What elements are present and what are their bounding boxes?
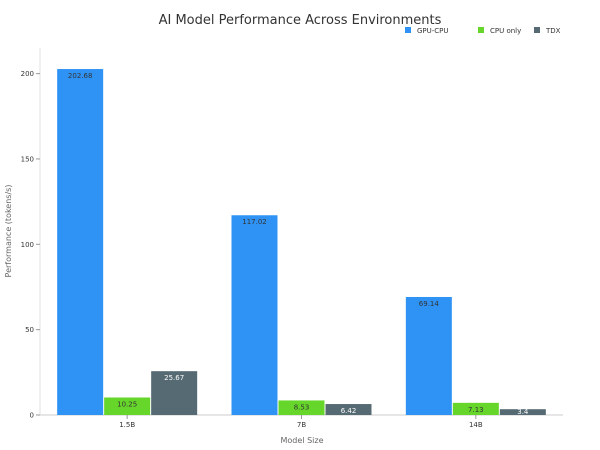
bars: 202.68 10.25 25.67 117.02 8.53 6.42 69.14 7.13 3…: [57, 69, 546, 416]
bar: [104, 397, 151, 415]
y-axis-label: Performance (tokens/s): [4, 185, 13, 278]
y-tick-label: 50: [25, 326, 34, 334]
bar-value-label: 7.13: [468, 406, 484, 414]
bar: [231, 215, 278, 415]
y-axis-ticks: 0 50 100 150 200: [21, 70, 40, 420]
bar-value-label: 69.14: [419, 300, 440, 308]
bar-value-label: 25.67: [164, 374, 184, 382]
legend-swatch: [405, 27, 411, 33]
y-tick-label: 200: [21, 70, 34, 78]
x-axis-ticks: 1.5B 7B 14B: [119, 415, 483, 429]
bar: [278, 400, 325, 415]
bar: [499, 409, 546, 415]
bar-value-label: 202.68: [68, 72, 93, 80]
bar-value-label: 3.4: [517, 408, 529, 416]
bar-value-label: 10.25: [117, 401, 137, 409]
bar-value-label: 6.42: [341, 407, 357, 415]
legend-label: GPU-CPU: [417, 27, 449, 35]
bar: [151, 371, 198, 415]
y-tick-label: 150: [21, 155, 34, 163]
x-tick-label: 14B: [469, 421, 483, 429]
bar: [325, 404, 372, 415]
bar: [57, 69, 104, 415]
x-axis-label: Model Size: [281, 436, 324, 445]
y-tick-label: 0: [30, 412, 34, 420]
legend-label: TDX: [545, 27, 561, 35]
legend: GPU-CPU CPU only TDX: [405, 27, 561, 35]
chart-title: AI Model Performance Across Environments: [159, 13, 442, 28]
x-tick-label: 7B: [297, 421, 306, 429]
bar-value-label: 8.53: [294, 403, 310, 411]
legend-swatch: [478, 27, 484, 33]
y-tick-label: 100: [21, 241, 34, 249]
legend-label: CPU only: [490, 27, 521, 35]
bar: [452, 402, 499, 415]
legend-swatch: [534, 27, 540, 33]
bar-value-label: 117.02: [242, 218, 267, 226]
x-tick-label: 1.5B: [119, 421, 135, 429]
bar: [405, 296, 452, 415]
